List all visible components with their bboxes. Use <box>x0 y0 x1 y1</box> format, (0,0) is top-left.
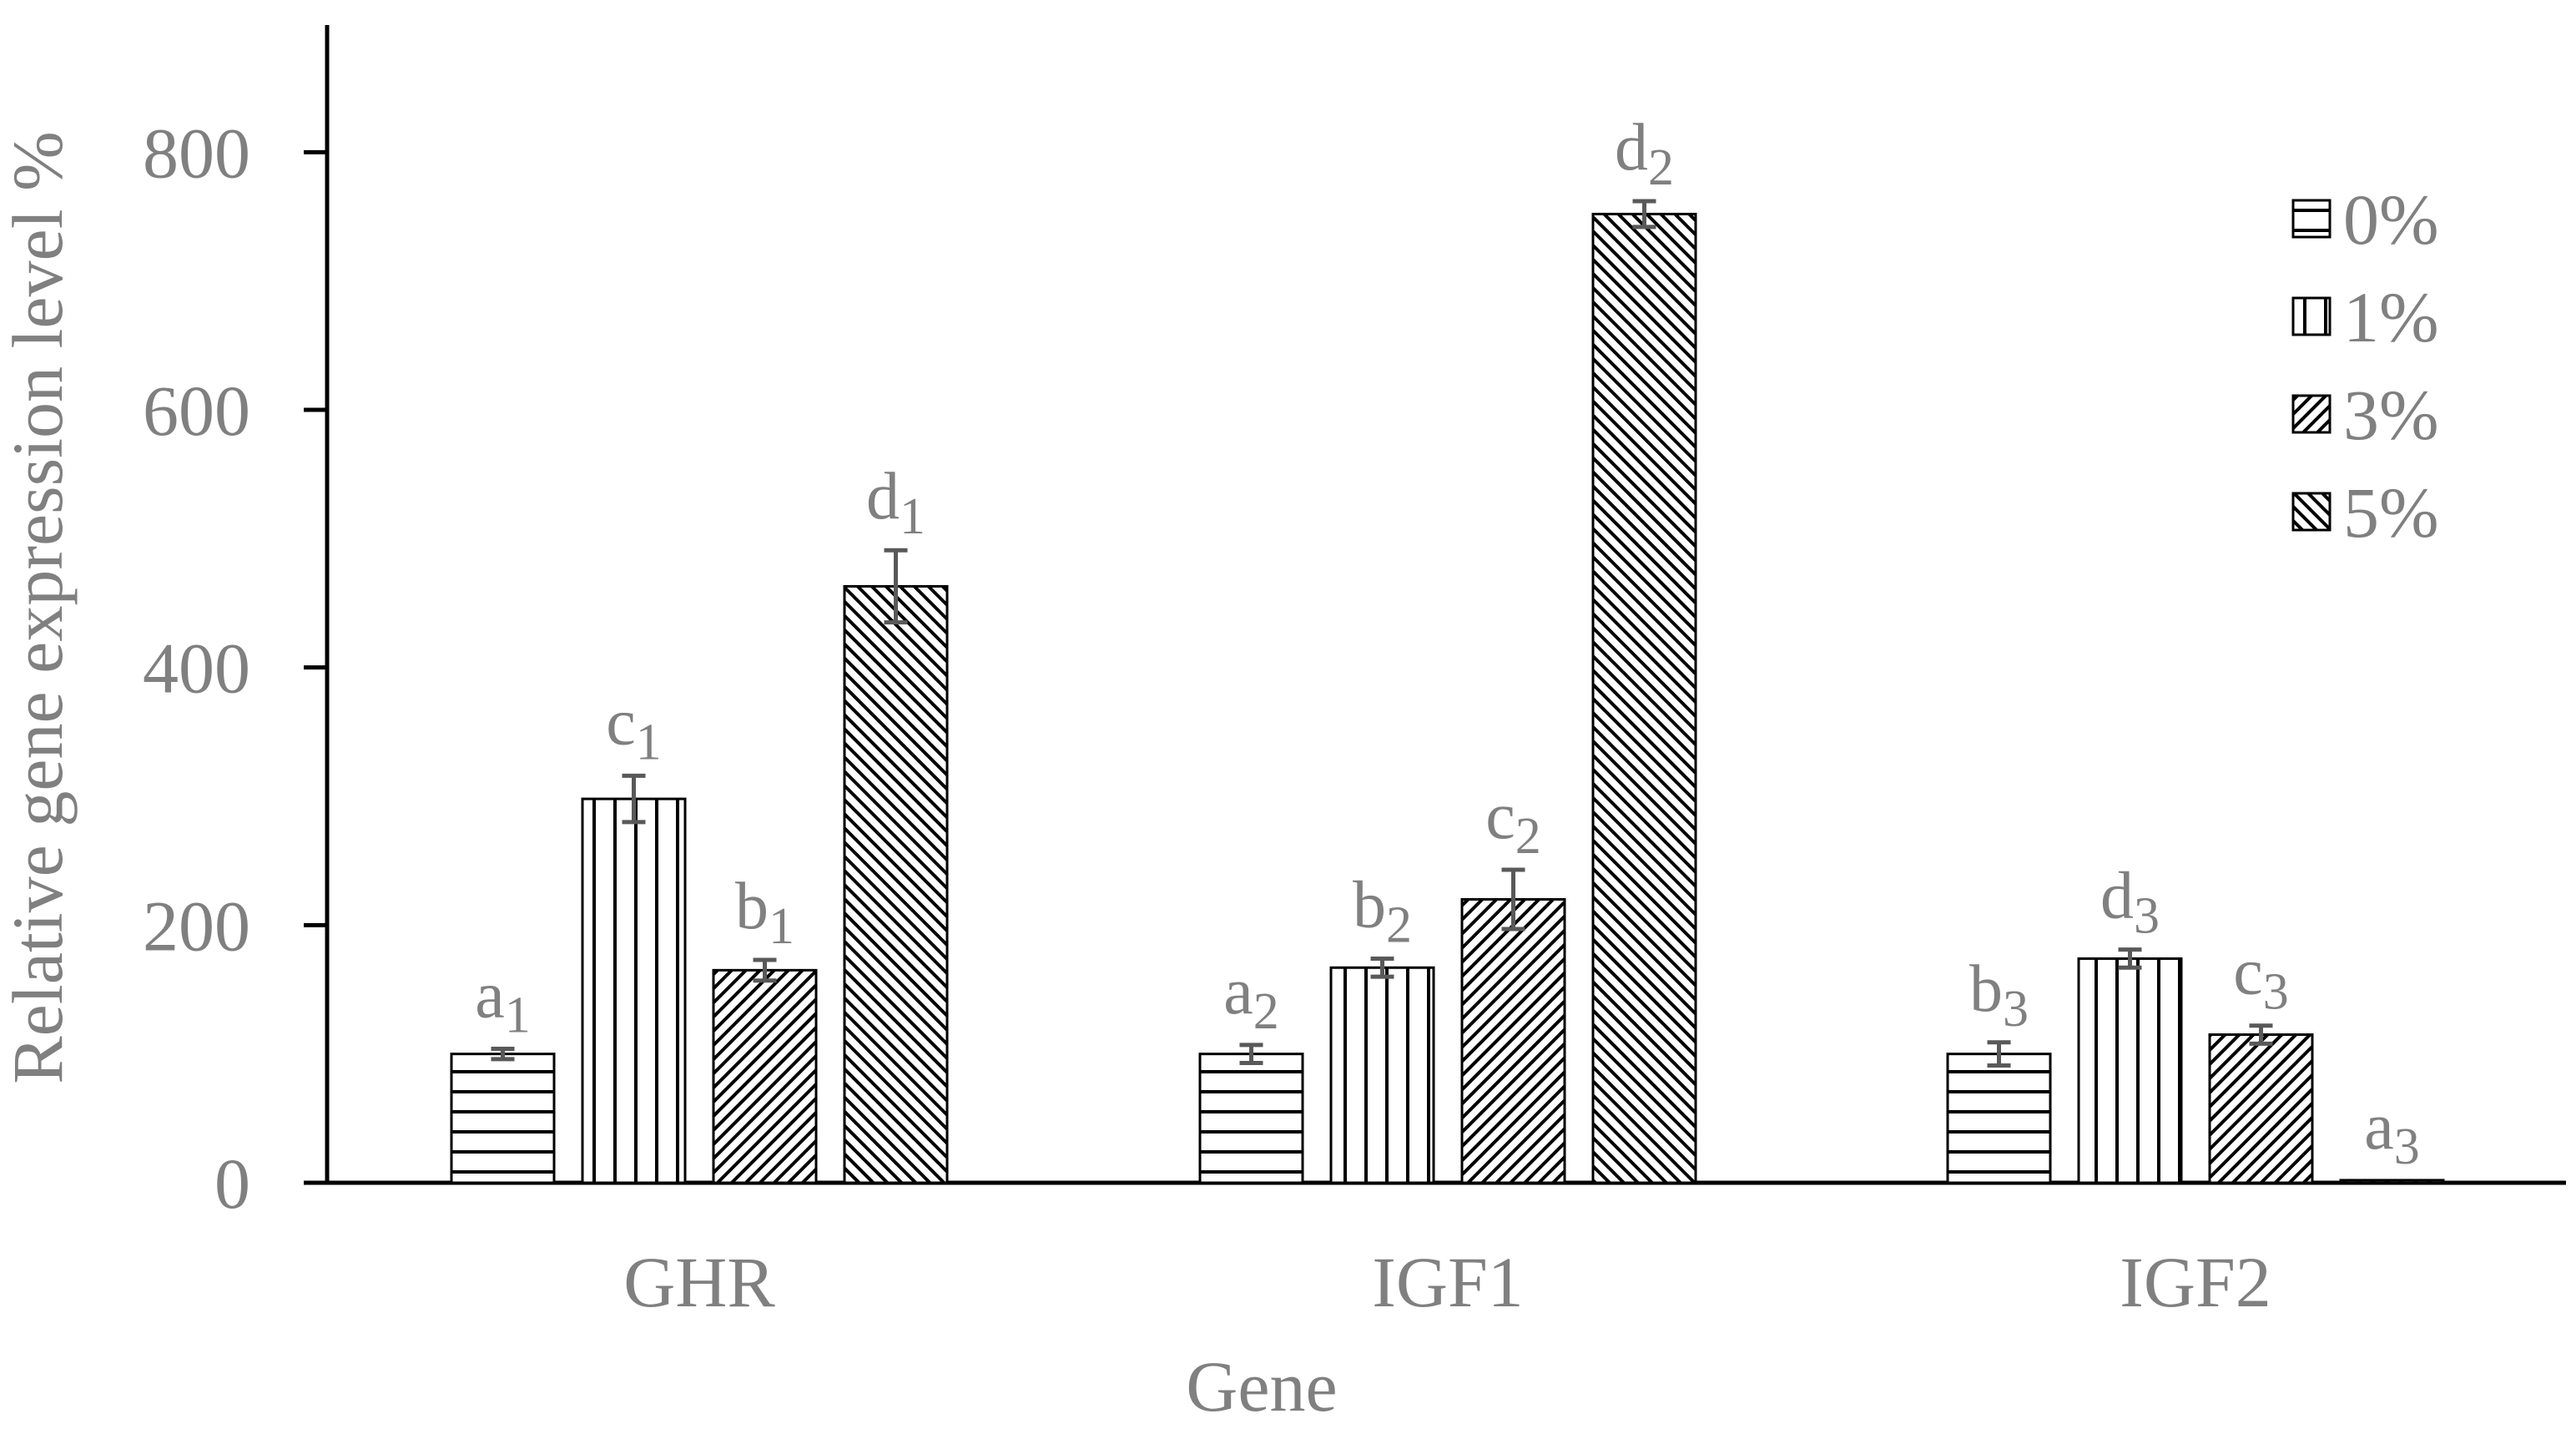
significance-letter: a1 <box>475 958 531 1043</box>
significance-letter: d2 <box>1615 111 1674 196</box>
significance-letter: c2 <box>1485 780 1541 865</box>
bar-igf1-1pct <box>1329 966 1435 1184</box>
x-tick-label: GHR <box>623 1242 775 1322</box>
y-tick-label: 800 <box>143 113 250 193</box>
bars-group <box>450 212 2445 1184</box>
bar-ghr-0pct <box>450 1053 556 1184</box>
significance-letter: c3 <box>2233 936 2289 1021</box>
significance-letter: b1 <box>735 870 794 955</box>
significance-letter: a2 <box>1223 955 1279 1040</box>
bar-igf2-0pct <box>1946 1053 2052 1184</box>
legend-swatch <box>2291 199 2332 239</box>
bar-igf1-3pct <box>1460 897 1566 1184</box>
legend-swatch <box>2291 296 2332 336</box>
legend-label: 1% <box>2343 277 2439 357</box>
bar-igf1-5pct <box>1591 212 1697 1184</box>
y-tick-label: 0 <box>214 1144 250 1224</box>
y-tick-label: 600 <box>143 371 250 451</box>
significance-letters-group: a1 c1 b1 d1 a2 b2 c2 d2 b3 d3 c3 a3 <box>475 111 2420 1175</box>
significance-letter: a3 <box>2364 1090 2420 1175</box>
y-tick-label: 400 <box>143 629 250 709</box>
significance-letter: c1 <box>606 685 662 770</box>
y-axis-title: Relative gene expression level % <box>0 131 78 1083</box>
legend-swatch <box>2291 492 2332 532</box>
error-bar <box>753 957 777 983</box>
y-tick-label: 200 <box>143 886 250 966</box>
x-tick-label: IGF1 <box>1372 1242 1524 1322</box>
legend-label: 5% <box>2343 472 2439 553</box>
legend-item: 3% <box>2291 375 2439 455</box>
legend-label: 3% <box>2343 375 2439 455</box>
error-bar <box>622 773 646 825</box>
bar-igf2-5pct <box>2339 1179 2445 1184</box>
error-bar <box>1239 1043 1263 1065</box>
significance-letter: b2 <box>1353 868 1412 953</box>
legend-swatch <box>2291 394 2332 434</box>
legend: 0% 1% 3% 5% <box>2291 179 2439 553</box>
significance-letter: d1 <box>866 460 925 545</box>
significance-letter: d3 <box>2100 860 2160 945</box>
error-bar <box>2249 1023 2273 1046</box>
significance-letter: b3 <box>1969 952 2029 1038</box>
bar-ghr-5pct <box>843 584 949 1184</box>
error-bar <box>1987 1040 2011 1068</box>
legend-item: 0% <box>2291 179 2439 260</box>
error-bar <box>491 1046 515 1062</box>
bar-ghr-3pct <box>712 968 818 1184</box>
error-bars-group <box>491 199 2273 1068</box>
bar-igf2-3pct <box>2208 1033 2314 1184</box>
bar-igf1-0pct <box>1198 1053 1304 1184</box>
bar-igf2-1pct <box>2077 957 2183 1184</box>
error-bar <box>1501 867 1525 932</box>
x-tick-label: IGF2 <box>2120 1242 2271 1322</box>
legend-label: 0% <box>2343 179 2439 260</box>
x-axis-title: Gene <box>1186 1346 1337 1426</box>
error-bar <box>1632 199 1656 230</box>
axes: 0 200 400 600 800 GHR IGF1 IGF2 <box>143 25 2566 1322</box>
legend-item: 5% <box>2291 472 2439 553</box>
error-bar <box>2118 947 2142 970</box>
error-bar <box>884 548 908 625</box>
error-bar <box>1370 956 1394 979</box>
legend-item: 1% <box>2291 277 2439 357</box>
bar-ghr-1pct <box>581 797 687 1184</box>
